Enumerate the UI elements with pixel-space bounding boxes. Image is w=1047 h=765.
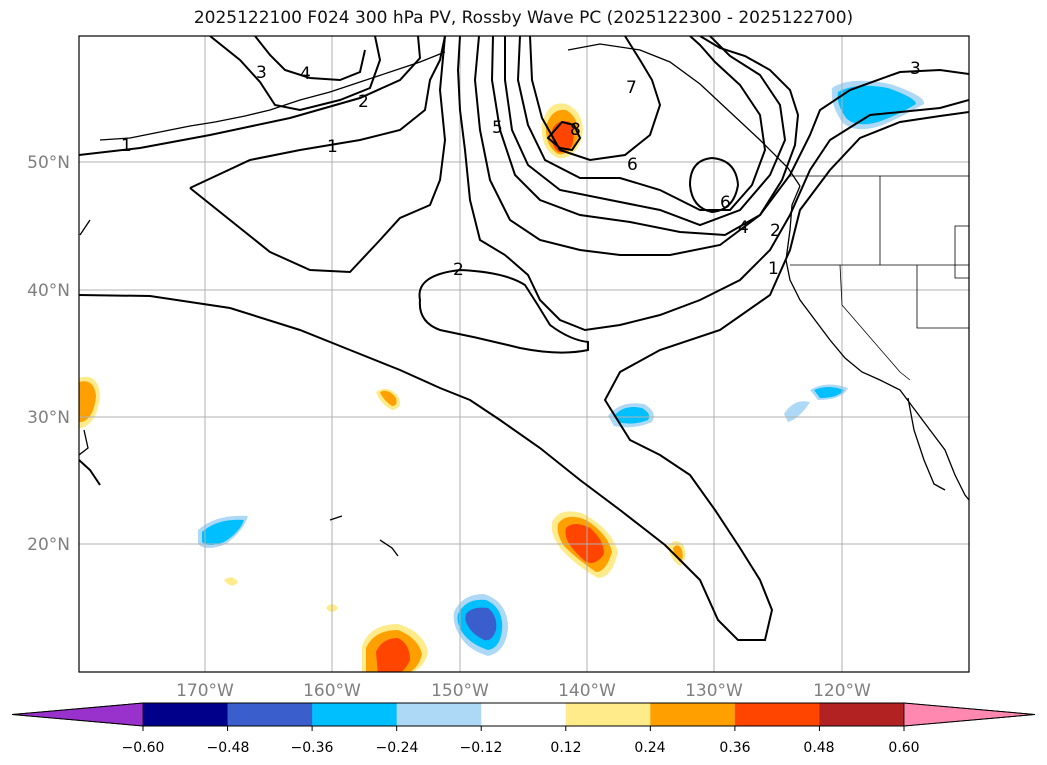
lon-label: 150°W bbox=[431, 681, 489, 701]
positive-anomalies bbox=[79, 103, 686, 672]
colorbar-tick-label: −0.12 bbox=[460, 740, 503, 756]
contour-label: 4 bbox=[300, 64, 311, 84]
contour-label: 3 bbox=[256, 63, 267, 83]
anomaly-blob bbox=[614, 407, 650, 424]
colorbar-tick-label: 0.12 bbox=[550, 740, 581, 756]
negative-anomalies bbox=[198, 80, 925, 656]
pv-contour-2 bbox=[418, 268, 589, 354]
colorbar-tick-label: 0.36 bbox=[719, 740, 750, 756]
contour-label: 3 bbox=[910, 59, 921, 79]
pv-contour-1 bbox=[79, 459, 101, 486]
map-plot-area: 1 1 1 2 2 2 3 3 4 4 5 6 6 7 8 bbox=[79, 36, 969, 672]
anomaly-blob bbox=[79, 381, 96, 422]
anomaly-blob bbox=[814, 387, 844, 398]
colorbar-swatch bbox=[650, 703, 736, 726]
contour-label: 8 bbox=[570, 120, 581, 140]
lon-label: 160°W bbox=[303, 681, 361, 701]
contour-label: 7 bbox=[626, 78, 637, 98]
pv-contour-1 bbox=[79, 111, 969, 641]
colorbar-tick-label: 0.60 bbox=[888, 740, 919, 756]
colorbar-tick-label: 0.48 bbox=[803, 740, 834, 756]
pv-contour-4 bbox=[490, 36, 800, 237]
lon-label: 130°W bbox=[685, 681, 743, 701]
lat-label: 40°N bbox=[27, 281, 70, 301]
colorbar-tick-label: −0.36 bbox=[291, 740, 334, 756]
lat-label: 30°N bbox=[27, 408, 70, 428]
pv-contour-6 bbox=[688, 156, 740, 214]
map-frame bbox=[78, 35, 970, 673]
map-title: 2025122100 F024 300 hPa PV, Rossby Wave … bbox=[193, 8, 854, 28]
contour-label: 1 bbox=[121, 136, 132, 156]
colorbar-tick-label: −0.48 bbox=[207, 740, 250, 756]
longitude-labels: 170°W 160°W 150°W 140°W 130°W 120°W bbox=[176, 681, 871, 701]
pv-contour-5 bbox=[504, 36, 787, 227]
pv-contour-7 bbox=[529, 36, 662, 162]
contour-label: 6 bbox=[720, 193, 731, 213]
lat-label: 20°N bbox=[27, 535, 70, 555]
contour-label: 1 bbox=[327, 137, 338, 157]
contour-label: 2 bbox=[453, 260, 464, 280]
anomaly-blob bbox=[202, 519, 244, 545]
pv-contour-2 bbox=[189, 36, 446, 189]
gridlines bbox=[79, 36, 969, 672]
pv-contour-2 bbox=[189, 36, 447, 274]
contour-label: 4 bbox=[738, 218, 749, 238]
anomaly-blob bbox=[673, 545, 683, 562]
colorbar-swatch bbox=[481, 703, 567, 726]
anomaly-blob bbox=[784, 401, 810, 422]
pv-contour-3 bbox=[473, 36, 969, 256]
pv-contour-1 bbox=[79, 36, 422, 156]
colorbar-tick-label: 0.24 bbox=[634, 740, 665, 756]
pv-contour-4 bbox=[254, 36, 366, 82]
colorbar-swatch bbox=[312, 703, 398, 726]
contour-label: 6 bbox=[627, 155, 638, 175]
anomaly-blob bbox=[224, 577, 238, 586]
colorbar-swatch bbox=[565, 703, 651, 726]
colorbar-tick-label: −0.60 bbox=[122, 740, 165, 756]
anomaly-blob bbox=[380, 390, 397, 406]
colorbar-swatch bbox=[143, 703, 229, 726]
colorbar-swatch bbox=[227, 703, 313, 726]
anomaly-blob bbox=[465, 607, 497, 641]
contour-label: 2 bbox=[358, 92, 369, 112]
colorbar bbox=[11, 702, 1036, 731]
pv-contour-6 bbox=[516, 36, 767, 211]
lon-label: 170°W bbox=[176, 681, 234, 701]
contour-label: 5 bbox=[492, 118, 503, 138]
colorbar-extend-low bbox=[11, 702, 144, 727]
lon-label: 140°W bbox=[558, 681, 616, 701]
pv-contour-8 bbox=[546, 120, 582, 152]
anomaly-blob bbox=[376, 638, 410, 672]
lat-label: 50°N bbox=[27, 153, 70, 173]
colorbar-swatch bbox=[396, 703, 482, 726]
pv-contour-2 bbox=[456, 36, 969, 332]
colorbar-swatch bbox=[819, 703, 905, 726]
colorbar-swatch bbox=[734, 703, 820, 726]
contour-label: 2 bbox=[770, 221, 781, 241]
coastlines bbox=[79, 43, 969, 557]
pv-contour-3 bbox=[209, 36, 382, 112]
contour-label: 1 bbox=[768, 259, 779, 279]
colorbar-ticks: −0.60 −0.48 −0.36 −0.24 −0.12 0.12 0.24 … bbox=[122, 740, 920, 756]
contour-labels: 1 1 1 2 2 2 3 3 4 4 5 6 6 7 8 bbox=[121, 59, 921, 280]
state-borders bbox=[790, 175, 969, 381]
colorbar-tick-label: −0.24 bbox=[376, 740, 419, 756]
lon-label: 120°W bbox=[813, 681, 871, 701]
pv-contours bbox=[79, 36, 969, 641]
latitude-labels: 50°N 40°N 30°N 20°N bbox=[27, 153, 70, 555]
colorbar-extend-high bbox=[903, 702, 1036, 727]
anomaly-blob bbox=[837, 85, 916, 125]
